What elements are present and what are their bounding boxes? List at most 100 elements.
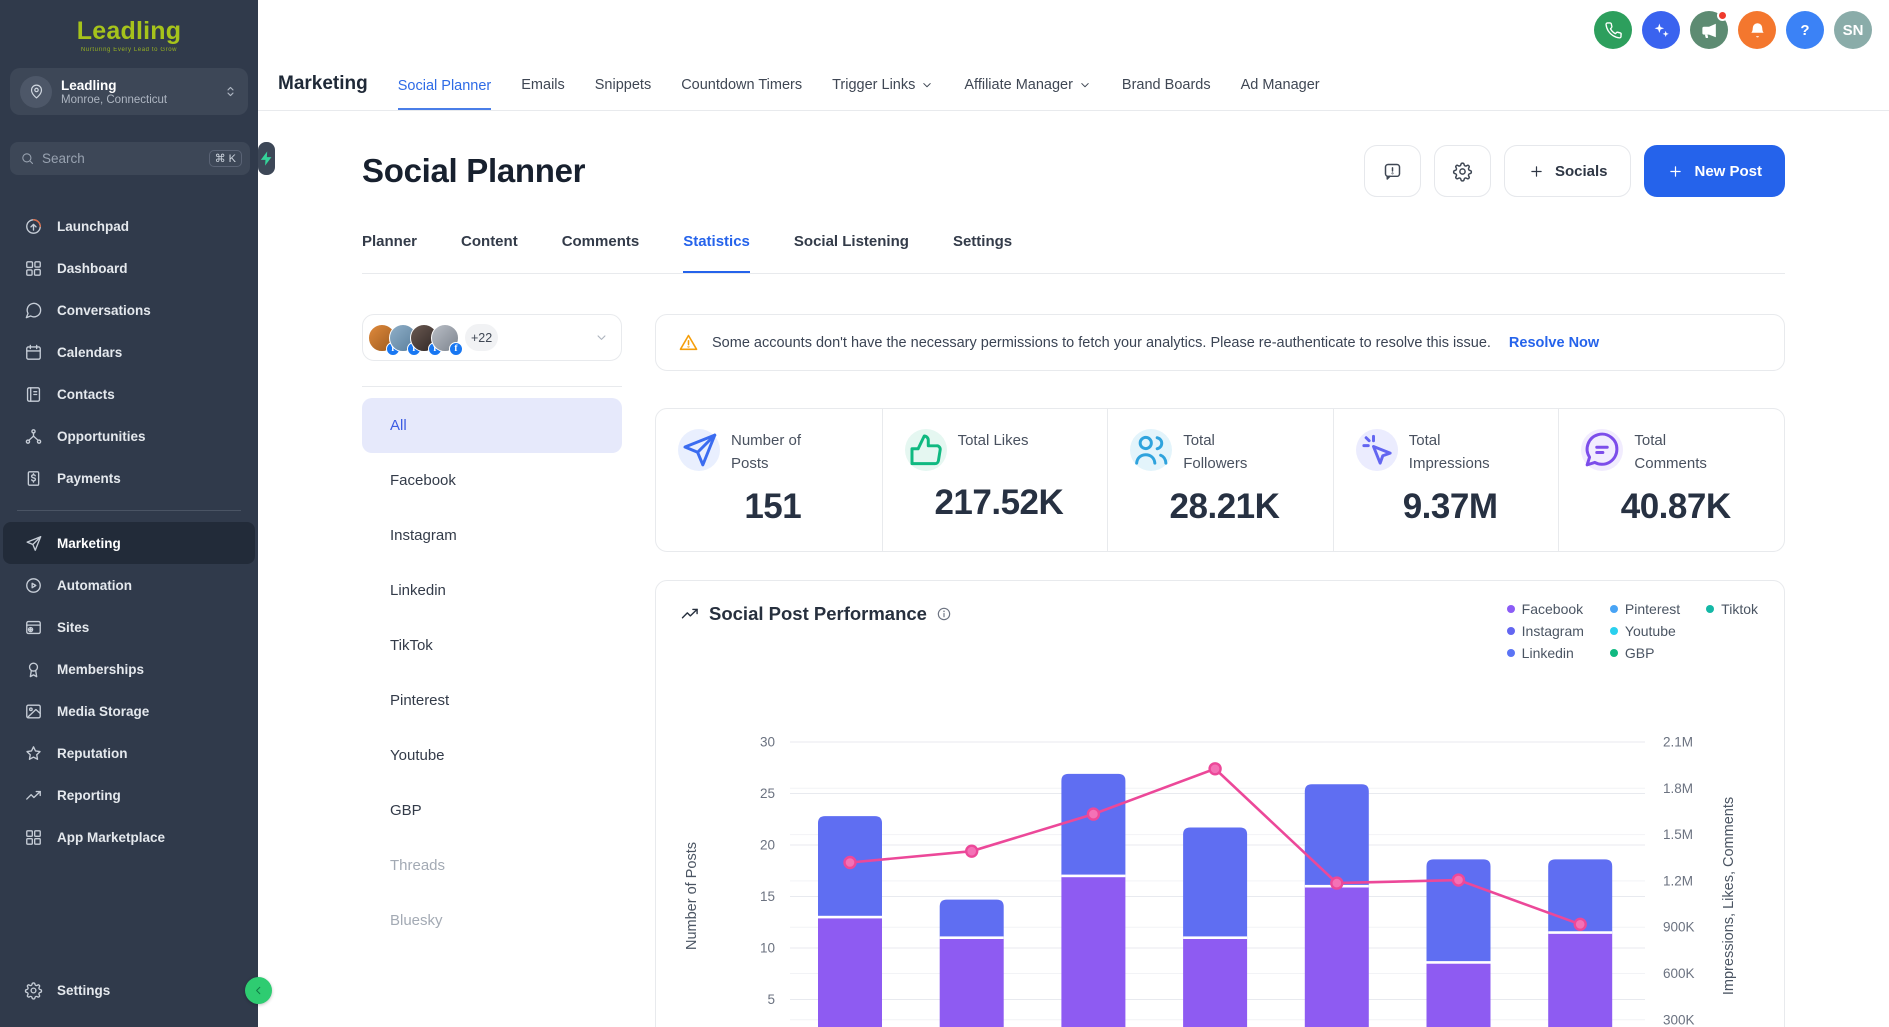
stat-value: 28.21K bbox=[1169, 487, 1280, 526]
resolve-now-link[interactable]: Resolve Now bbox=[1508, 334, 1600, 351]
platform-filter-pinterest[interactable]: Pinterest bbox=[390, 692, 450, 709]
accounts-dropdown[interactable]: f f f f +22 bbox=[362, 314, 622, 361]
permissions-warning-banner: Some accounts don't have the necessary p… bbox=[655, 314, 1785, 371]
platform-filter-youtube[interactable]: Youtube bbox=[390, 747, 445, 764]
page-tab-statistics[interactable]: Statistics bbox=[683, 233, 750, 273]
marketing-icon bbox=[24, 534, 43, 553]
stats-summary-card: Number of Posts 151 Total Likes 217.52K bbox=[655, 408, 1785, 552]
sidebar-item-automation[interactable]: Automation bbox=[3, 564, 255, 606]
legend-dot bbox=[1506, 649, 1515, 657]
sidebar-item-reporting[interactable]: Reporting bbox=[3, 774, 255, 816]
sidebar-item-sites[interactable]: Sites bbox=[3, 606, 255, 648]
top-tab-social-planner[interactable]: Social Planner bbox=[397, 78, 492, 110]
phone-button[interactable] bbox=[1594, 11, 1632, 49]
platform-filter-instagram[interactable]: Instagram bbox=[390, 527, 457, 544]
sidebar-item-launchpad[interactable]: Launchpad bbox=[3, 205, 255, 247]
sidebar-item-dashboard[interactable]: Dashboard bbox=[3, 247, 255, 289]
platform-filter-gbp[interactable]: GBP bbox=[390, 802, 422, 819]
top-tab-affiliate-manager[interactable]: Affiliate Manager bbox=[964, 77, 1092, 110]
top-tab-countdown-timers[interactable]: Countdown Timers bbox=[681, 77, 803, 93]
top-tab-brand-boards[interactable]: Brand Boards bbox=[1121, 77, 1211, 93]
main-content: Social Planner Socials New Post bbox=[258, 111, 1889, 1027]
sidebar-item-app-marketplace[interactable]: App Marketplace bbox=[3, 816, 255, 858]
feedback-button[interactable] bbox=[1363, 145, 1421, 197]
svg-text:Number of Posts: Number of Posts bbox=[684, 842, 700, 950]
launchpad-icon bbox=[24, 217, 43, 236]
stat-value: 9.37M bbox=[1402, 487, 1498, 526]
info-icon[interactable] bbox=[1753, 429, 1770, 446]
sidebar-item-calendars[interactable]: Calendars bbox=[3, 331, 255, 373]
sidebar-item-opportunities[interactable]: Opportunities bbox=[3, 415, 255, 457]
location-name: Leadling bbox=[61, 77, 117, 93]
top-tab-trigger-links[interactable]: Trigger Links bbox=[832, 77, 934, 110]
sidebar-item-marketing[interactable]: Marketing bbox=[3, 522, 255, 564]
ai-sparkles-button[interactable] bbox=[1642, 11, 1680, 49]
legend-item-facebook: Facebook bbox=[1506, 601, 1584, 617]
chevron-down-icon bbox=[920, 78, 934, 92]
add-socials-button[interactable]: Socials bbox=[1503, 145, 1632, 197]
page-tab-settings[interactable]: Settings bbox=[952, 233, 1013, 250]
section-title: Marketing bbox=[278, 73, 368, 94]
settings-button[interactable] bbox=[1433, 145, 1491, 197]
page-tab-planner[interactable]: Planner bbox=[362, 233, 418, 250]
new-post-button[interactable]: New Post bbox=[1644, 145, 1785, 197]
sidebar-item-payments[interactable]: Payments bbox=[3, 457, 255, 499]
platform-filter-facebook[interactable]: Facebook bbox=[390, 472, 456, 489]
gear-icon bbox=[24, 981, 43, 1000]
platform-filter-bluesky[interactable]: Bluesky bbox=[390, 912, 443, 929]
sidebar-search[interactable]: ⌘ K bbox=[10, 142, 250, 175]
search-icon bbox=[20, 151, 35, 166]
reputation-icon bbox=[24, 744, 43, 763]
help-button[interactable]: ? bbox=[1786, 11, 1824, 49]
sidebar-item-settings[interactable]: Settings bbox=[3, 969, 255, 1011]
info-icon[interactable] bbox=[1527, 429, 1544, 446]
svg-text:Impressions, Likes, Comments: Impressions, Likes, Comments bbox=[1721, 797, 1737, 995]
message-lines-icon bbox=[1581, 429, 1624, 471]
sidebar-item-contacts[interactable]: Contacts bbox=[3, 373, 255, 415]
svg-text:20: 20 bbox=[760, 838, 775, 853]
opportunities-icon bbox=[24, 427, 43, 446]
sidebar-item-memberships[interactable]: Memberships bbox=[3, 648, 255, 690]
platform-filter-all[interactable]: All bbox=[362, 398, 622, 453]
page-tab-social-listening[interactable]: Social Listening bbox=[793, 233, 909, 250]
chevron-up-down-icon bbox=[223, 84, 238, 99]
announcements-button[interactable] bbox=[1690, 10, 1728, 49]
svg-text:30: 30 bbox=[760, 735, 775, 750]
user-avatar[interactable]: SN bbox=[1834, 11, 1872, 49]
platform-filter-tiktok[interactable]: TikTok bbox=[390, 637, 433, 654]
platform-filter-linkedin[interactable]: Linkedin bbox=[390, 582, 446, 599]
info-icon[interactable] bbox=[936, 606, 952, 622]
svg-text:2.1M: 2.1M bbox=[1663, 735, 1693, 750]
platform-filter-threads[interactable]: Threads bbox=[390, 857, 446, 874]
info-icon[interactable] bbox=[1302, 429, 1319, 446]
chart-title: Social Post Performance bbox=[709, 603, 927, 624]
svg-text:15: 15 bbox=[760, 889, 775, 904]
page-tabs: Planner Content Comments Statistics Soci… bbox=[362, 233, 1785, 274]
cursor-click-icon bbox=[1355, 429, 1398, 471]
info-icon[interactable] bbox=[851, 429, 868, 446]
top-tab-ad-manager[interactable]: Ad Manager bbox=[1240, 77, 1320, 93]
media-storage-icon bbox=[24, 702, 43, 721]
warning-icon bbox=[678, 332, 699, 353]
page-tab-comments[interactable]: Comments bbox=[561, 233, 640, 250]
legend-dot bbox=[1706, 605, 1715, 613]
page-tab-content[interactable]: Content bbox=[461, 233, 518, 250]
sidebar-item-reputation[interactable]: Reputation bbox=[3, 732, 255, 774]
quick-actions-button[interactable] bbox=[258, 142, 275, 175]
payments-icon bbox=[24, 469, 43, 488]
info-icon[interactable] bbox=[1076, 429, 1093, 446]
chevron-left-icon bbox=[252, 984, 265, 997]
page-title: Social Planner bbox=[362, 152, 586, 189]
top-tab-snippets[interactable]: Snippets bbox=[594, 77, 652, 93]
sidebar-collapse-button[interactable] bbox=[245, 977, 272, 1004]
plus-icon bbox=[1667, 163, 1684, 180]
automation-icon bbox=[24, 576, 43, 595]
top-tab-emails[interactable]: Emails bbox=[521, 77, 565, 93]
thumbs-up-icon bbox=[904, 429, 947, 471]
location-switcher[interactable]: Leadling Monroe, Connecticut bbox=[10, 68, 248, 115]
search-input[interactable] bbox=[42, 151, 209, 166]
sidebar-item-conversations[interactable]: Conversations bbox=[3, 289, 255, 331]
notifications-button[interactable] bbox=[1738, 11, 1776, 49]
sidebar-item-media-storage[interactable]: Media Storage bbox=[3, 690, 255, 732]
location-pin-icon bbox=[20, 75, 52, 108]
